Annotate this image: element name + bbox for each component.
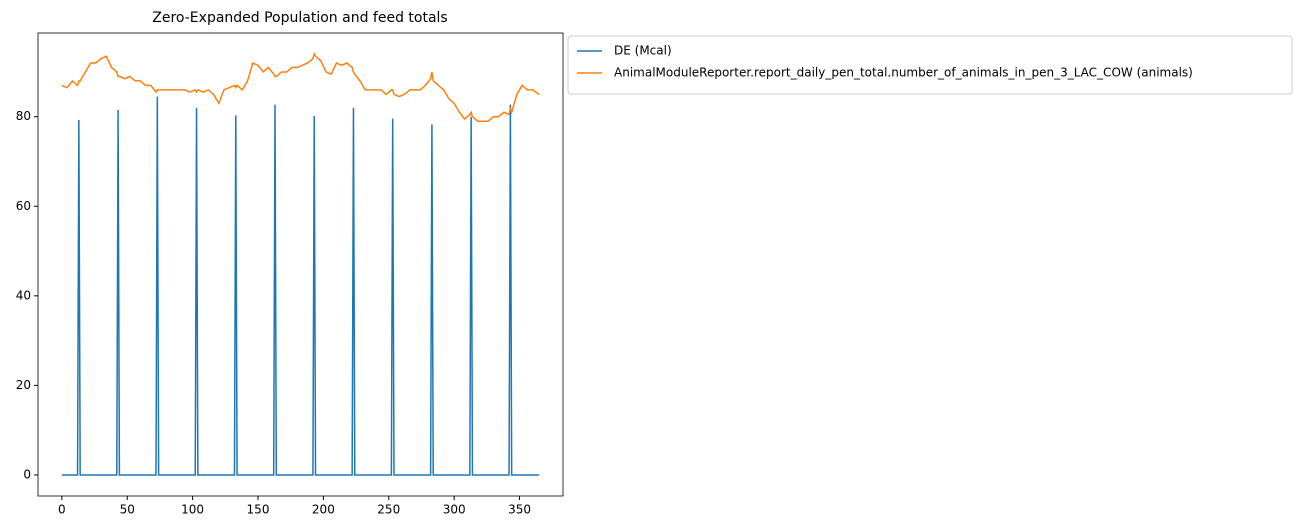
plot-frame bbox=[37, 32, 564, 497]
y-tick-label: 80 bbox=[16, 109, 31, 123]
y-tick-label: 40 bbox=[16, 288, 31, 302]
x-tick-label: 0 bbox=[58, 503, 66, 517]
legend-box bbox=[567, 35, 1293, 95]
line-series bbox=[61, 52, 540, 122]
legend-label: AnimalModuleReporter.report_daily_pen_to… bbox=[614, 66, 1193, 80]
x-tick-label: 100 bbox=[181, 503, 204, 517]
x-tick-label: 300 bbox=[443, 503, 466, 517]
y-tick-label: 60 bbox=[16, 199, 31, 213]
y-tick-label: 20 bbox=[16, 378, 31, 392]
x-tick-label: 350 bbox=[508, 503, 531, 517]
line-series bbox=[61, 96, 540, 476]
chart-title: Zero-Expanded Population and feed totals bbox=[152, 10, 447, 26]
x-tick-label: 250 bbox=[377, 503, 400, 517]
x-tick-label: 200 bbox=[312, 503, 335, 517]
x-tick-label: 150 bbox=[247, 503, 270, 517]
y-tick-label: 0 bbox=[23, 467, 31, 481]
legend-label: DE (Mcal) bbox=[614, 44, 672, 58]
x-tick-label: 50 bbox=[120, 503, 135, 517]
